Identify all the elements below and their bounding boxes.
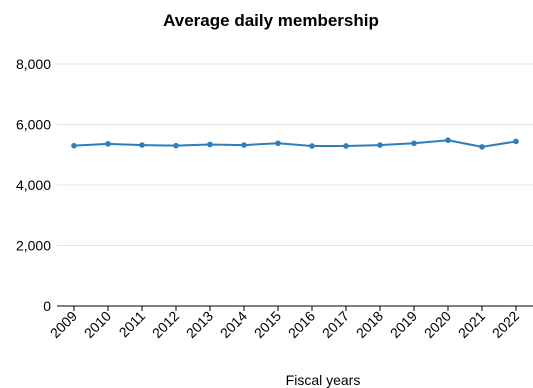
chart-title: Average daily membership — [163, 11, 379, 30]
y-axis-ticks: 0 2,000 4,000 6,000 8,000 — [16, 56, 51, 314]
gridlines — [57, 63, 533, 246]
series-layer — [71, 137, 519, 150]
x-tick-label-2013: 2013 — [183, 308, 216, 341]
data-point-2010 — [105, 141, 111, 147]
y-tick-label-2000: 2,000 — [16, 238, 51, 254]
x-tick-label-2015: 2015 — [251, 308, 284, 341]
x-tick-label-2011: 2011 — [116, 308, 149, 341]
data-point-2015 — [275, 140, 281, 147]
x-tick-label-2017: 2017 — [319, 308, 352, 341]
x-tick-label-2019: 2019 — [387, 308, 420, 341]
x-tick-label-2016: 2016 — [285, 308, 318, 341]
x-tick-label-2018: 2018 — [353, 308, 386, 341]
data-point-2012 — [173, 142, 179, 149]
y-tick-label-6000: 6,000 — [16, 117, 51, 133]
x-tick-label-2021: 2021 — [455, 308, 488, 341]
x-tick-label-2010: 2010 — [81, 308, 114, 341]
x-axis-label: Fiscal years — [286, 372, 361, 388]
x-tick-label-2012: 2012 — [149, 308, 182, 341]
data-point-2022 — [513, 138, 519, 145]
data-point-2013 — [207, 141, 213, 148]
data-point-2014 — [241, 142, 247, 148]
data-point-2009 — [71, 142, 77, 149]
y-tick-label-8000: 8,000 — [16, 56, 51, 72]
data-point-2017 — [343, 143, 349, 149]
y-tick-label-4000: 4,000 — [16, 177, 51, 193]
data-point-2018 — [377, 142, 383, 148]
x-axis-ticks: 2009 2010 2011 2012 2013 2014 2015 2016 2017 2018… — [47, 306, 522, 341]
x-tick-label-2009: 2009 — [47, 308, 80, 341]
data-point-2016 — [309, 143, 315, 149]
data-point-2020 — [445, 137, 451, 144]
data-point-2021 — [479, 144, 485, 150]
y-tick-label-0: 0 — [43, 298, 51, 314]
series-line-0 — [73, 139, 517, 148]
data-point-2019 — [411, 140, 417, 147]
x-tick-label-2020: 2020 — [421, 308, 454, 341]
x-tick-label-2022: 2022 — [489, 308, 522, 341]
data-point-2011 — [139, 142, 145, 148]
x-tick-label-2014: 2014 — [217, 308, 250, 341]
